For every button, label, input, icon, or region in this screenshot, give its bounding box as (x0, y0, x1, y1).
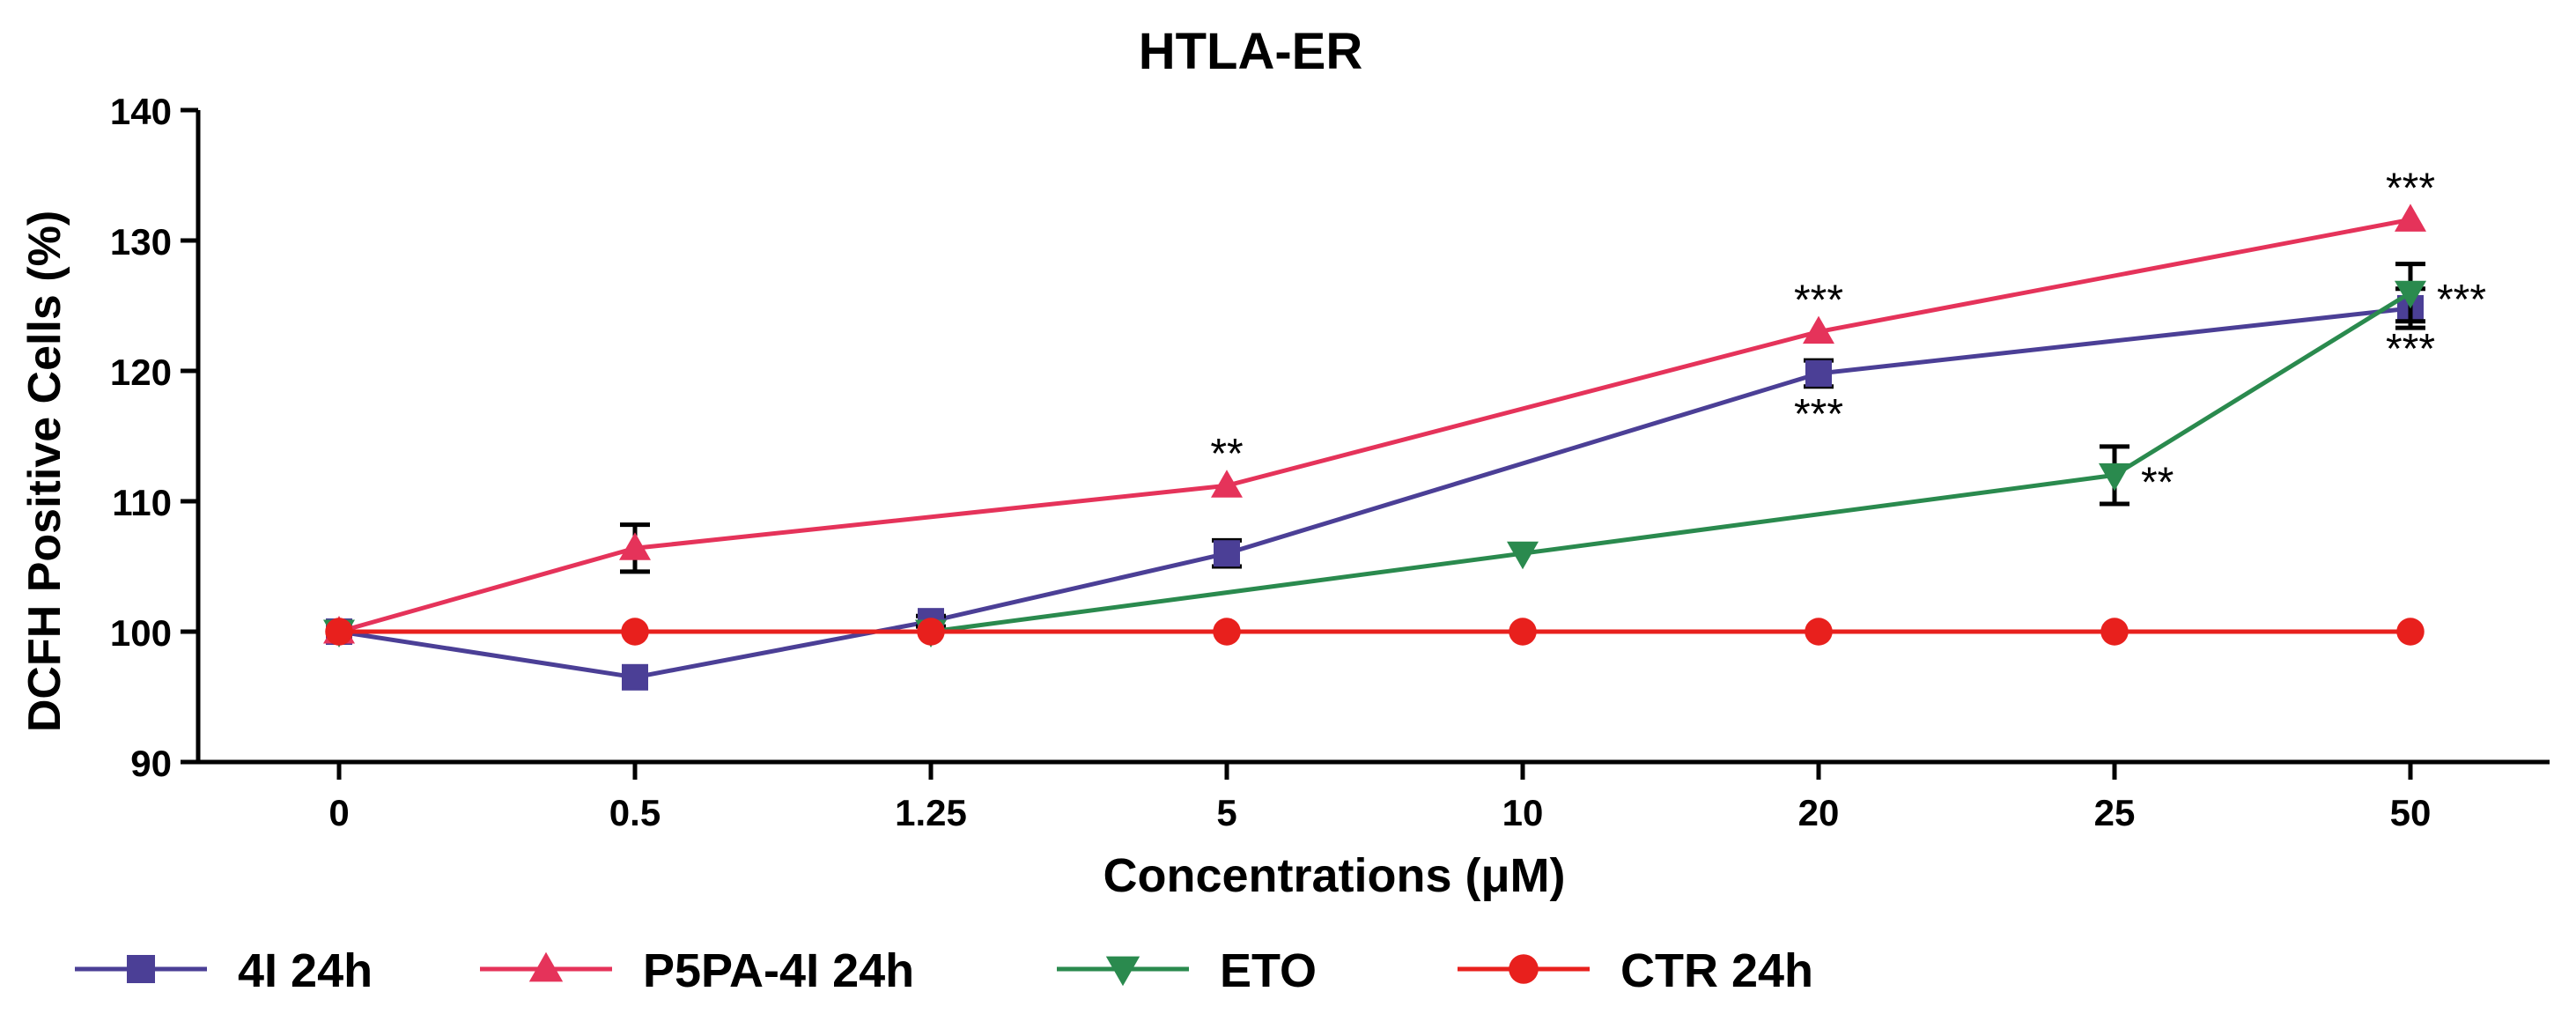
series-eto (323, 262, 2426, 648)
significance-label: *** (1794, 391, 1843, 438)
y-axis-label: DCFH Positive Cells (%) (19, 211, 70, 732)
data-point (1803, 315, 1834, 344)
legend: 4I 24h P5PA-4I 24h ETO CTR 24h (75, 944, 1813, 997)
significance-label: ** (2141, 459, 2174, 506)
legend-item: P5PA-4I 24h (480, 944, 914, 997)
data-point (1211, 470, 1243, 498)
series-line (338, 306, 2411, 680)
series-ctr-24h (325, 618, 2425, 646)
x-tick-label: 1.25 (895, 792, 967, 833)
y-tick-label: 100 (110, 612, 172, 654)
x-tick-label: 0 (328, 792, 349, 833)
significance-label: *** (2386, 165, 2435, 211)
x-tick-label: 5 (1216, 792, 1236, 833)
data-point (619, 532, 651, 560)
legend-swatch-marker (1105, 956, 1140, 987)
series-p5pa-4i-24h (323, 204, 2426, 644)
data-point (2396, 618, 2425, 646)
series-layer (323, 204, 2426, 691)
significance-label: ** (1210, 431, 1243, 477)
data-point (622, 663, 648, 691)
data-point (1509, 618, 1537, 646)
x-tick-label: 10 (1502, 792, 1544, 833)
data-point (2100, 618, 2129, 646)
data-point (2395, 204, 2426, 232)
legend-swatch-marker (1509, 954, 1539, 984)
x-tick-label: 20 (1798, 792, 1840, 833)
y-tick-label: 120 (110, 352, 172, 393)
axes: 90 100 110 120 130 140 0 0.5 1.25 5 10 20 25 50 (110, 91, 2550, 833)
data-point (1214, 540, 1240, 567)
legend-item: 4I 24h (75, 944, 373, 997)
legend-label: 4I 24h (238, 944, 373, 997)
data-point (325, 618, 353, 646)
legend-label: ETO (1220, 944, 1317, 997)
data-point (1805, 618, 1833, 646)
y-tick-label: 110 (112, 482, 172, 523)
significance-label: *** (2437, 277, 2486, 323)
significance-label: *** (1794, 278, 1843, 324)
x-tick-label: 50 (2390, 792, 2432, 833)
data-point (2099, 462, 2130, 492)
data-point (621, 618, 649, 646)
x-tick-label: 0.5 (609, 792, 661, 833)
y-tick-label: 140 (110, 91, 172, 132)
chart-title: HTLA-ER (1139, 23, 1363, 80)
x-axis-label: Concentrations (μM) (1103, 849, 1565, 902)
x-tick-label: 25 (2094, 792, 2136, 833)
data-point (917, 618, 945, 646)
legend-label: CTR 24h (1620, 944, 1813, 997)
significance-label: *** (2386, 326, 2435, 373)
data-point (2395, 280, 2426, 309)
legend-swatch-marker (528, 951, 564, 982)
y-tick-label: 90 (130, 743, 172, 784)
legend-swatch-marker (127, 955, 155, 983)
data-point (1805, 359, 1832, 387)
legend-item: CTR 24h (1458, 944, 1813, 997)
legend-item: ETO (1057, 944, 1317, 997)
annotations: ******************* (1210, 165, 2486, 506)
legend-label: P5PA-4I 24h (643, 944, 914, 997)
data-point (1213, 618, 1241, 646)
data-point (1507, 541, 1539, 570)
y-tick-label: 130 (110, 221, 172, 263)
